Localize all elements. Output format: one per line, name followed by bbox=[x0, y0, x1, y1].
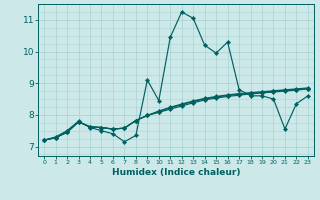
X-axis label: Humidex (Indice chaleur): Humidex (Indice chaleur) bbox=[112, 168, 240, 177]
